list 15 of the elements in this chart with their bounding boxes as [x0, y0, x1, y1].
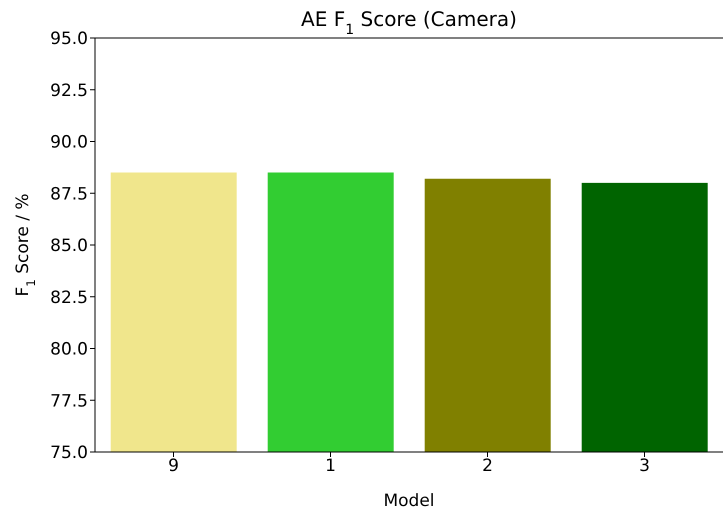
y-tick-label: 80.0: [50, 340, 88, 360]
y-tick-label: 90.0: [50, 132, 88, 153]
y-tick-label: 77.5: [50, 391, 88, 412]
x-axis-title: Model: [383, 491, 435, 511]
y-tick-label: 95.0: [50, 29, 88, 50]
chart-title: AE F$_{1}$ Score (Camera): [301, 7, 517, 38]
x-tick-label: 2: [482, 456, 493, 476]
x-tick-label: 1: [325, 456, 336, 476]
y-tick-label: 82.5: [50, 288, 88, 308]
y-tick-label: 92.5: [50, 80, 88, 101]
x-tick-label: 3: [639, 456, 650, 476]
y-tick-label: 85.0: [50, 236, 88, 256]
y-tick-label: 75.0: [50, 443, 88, 464]
x-tick-label: 9: [168, 456, 179, 476]
y-tick-label: 87.5: [50, 184, 88, 204]
